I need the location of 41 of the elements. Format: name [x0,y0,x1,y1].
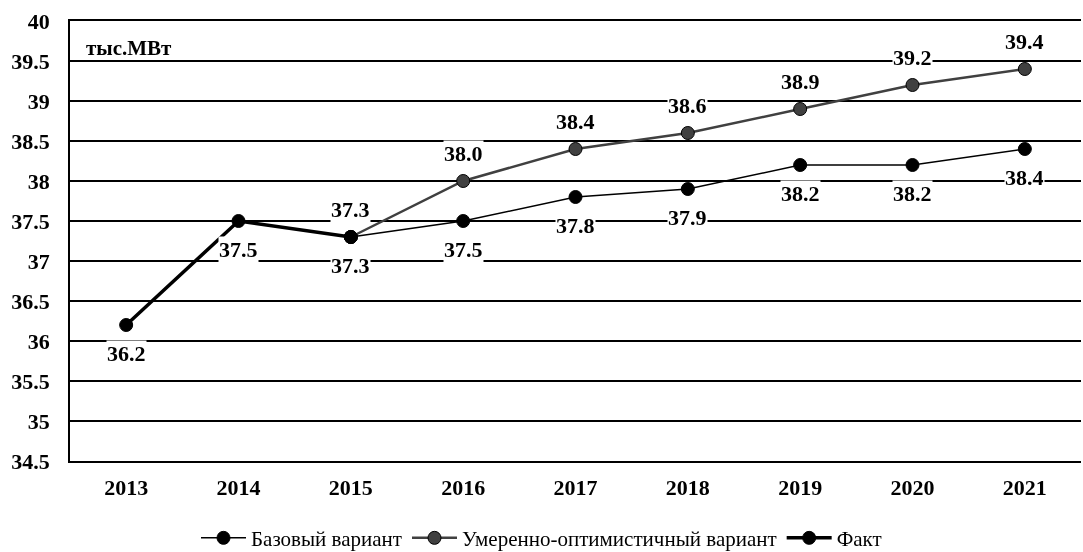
data-label: 36.2 [107,341,146,366]
data-label: 37.3 [331,253,370,278]
data-label: 37.3 [331,197,370,222]
y-tick-label: 38 [27,168,50,194]
y-tick-label: 35.5 [11,368,50,394]
y-tick-label: 40 [27,8,50,34]
legend-label: Факт [836,527,882,552]
data-label: 38.6 [668,93,707,118]
x-tick-label: 2019 [778,475,823,501]
x-tick-label: 2013 [104,475,149,501]
x-tick-label: 2017 [553,475,598,501]
data-label: 38.2 [781,181,820,206]
x-tick-label: 2014 [216,475,261,501]
data-label: 37.5 [219,237,258,262]
x-tick-label: 2016 [441,475,486,501]
y-tick-label: 36.5 [11,288,50,314]
y-tick-label: 39.5 [11,48,50,74]
y-tick-label: 39 [27,88,50,114]
y-tick-label: 34.5 [11,448,50,474]
y-tick-label: 38.5 [11,128,50,154]
x-tick-label: 2018 [665,475,710,501]
legend-label: Базовый вариант [251,527,402,552]
data-label: 37.5 [444,237,483,262]
data-label: 37.9 [668,205,707,230]
x-tick-label: 2021 [1002,475,1047,501]
data-label: 38.0 [444,141,483,166]
data-label: 38.4 [556,109,595,134]
legend-label: Умеренно-оптимистичный вариант [462,527,777,552]
data-label: 37.8 [556,213,595,238]
data-label: 38.2 [893,181,932,206]
data-label: 38.4 [1005,165,1044,190]
data-label: 38.9 [781,69,820,94]
y-tick-label: 37.5 [11,208,50,234]
data-label: 39.4 [1005,29,1044,54]
y-tick-label: 36 [27,328,50,354]
data-label: 39.2 [893,45,932,70]
y-tick-label: 37 [27,248,50,274]
y-tick-label: 35 [27,408,50,434]
y-axis-title: тыс.МВт [86,36,173,60]
x-tick-label: 2020 [890,475,935,501]
x-tick-label: 2015 [328,475,373,501]
